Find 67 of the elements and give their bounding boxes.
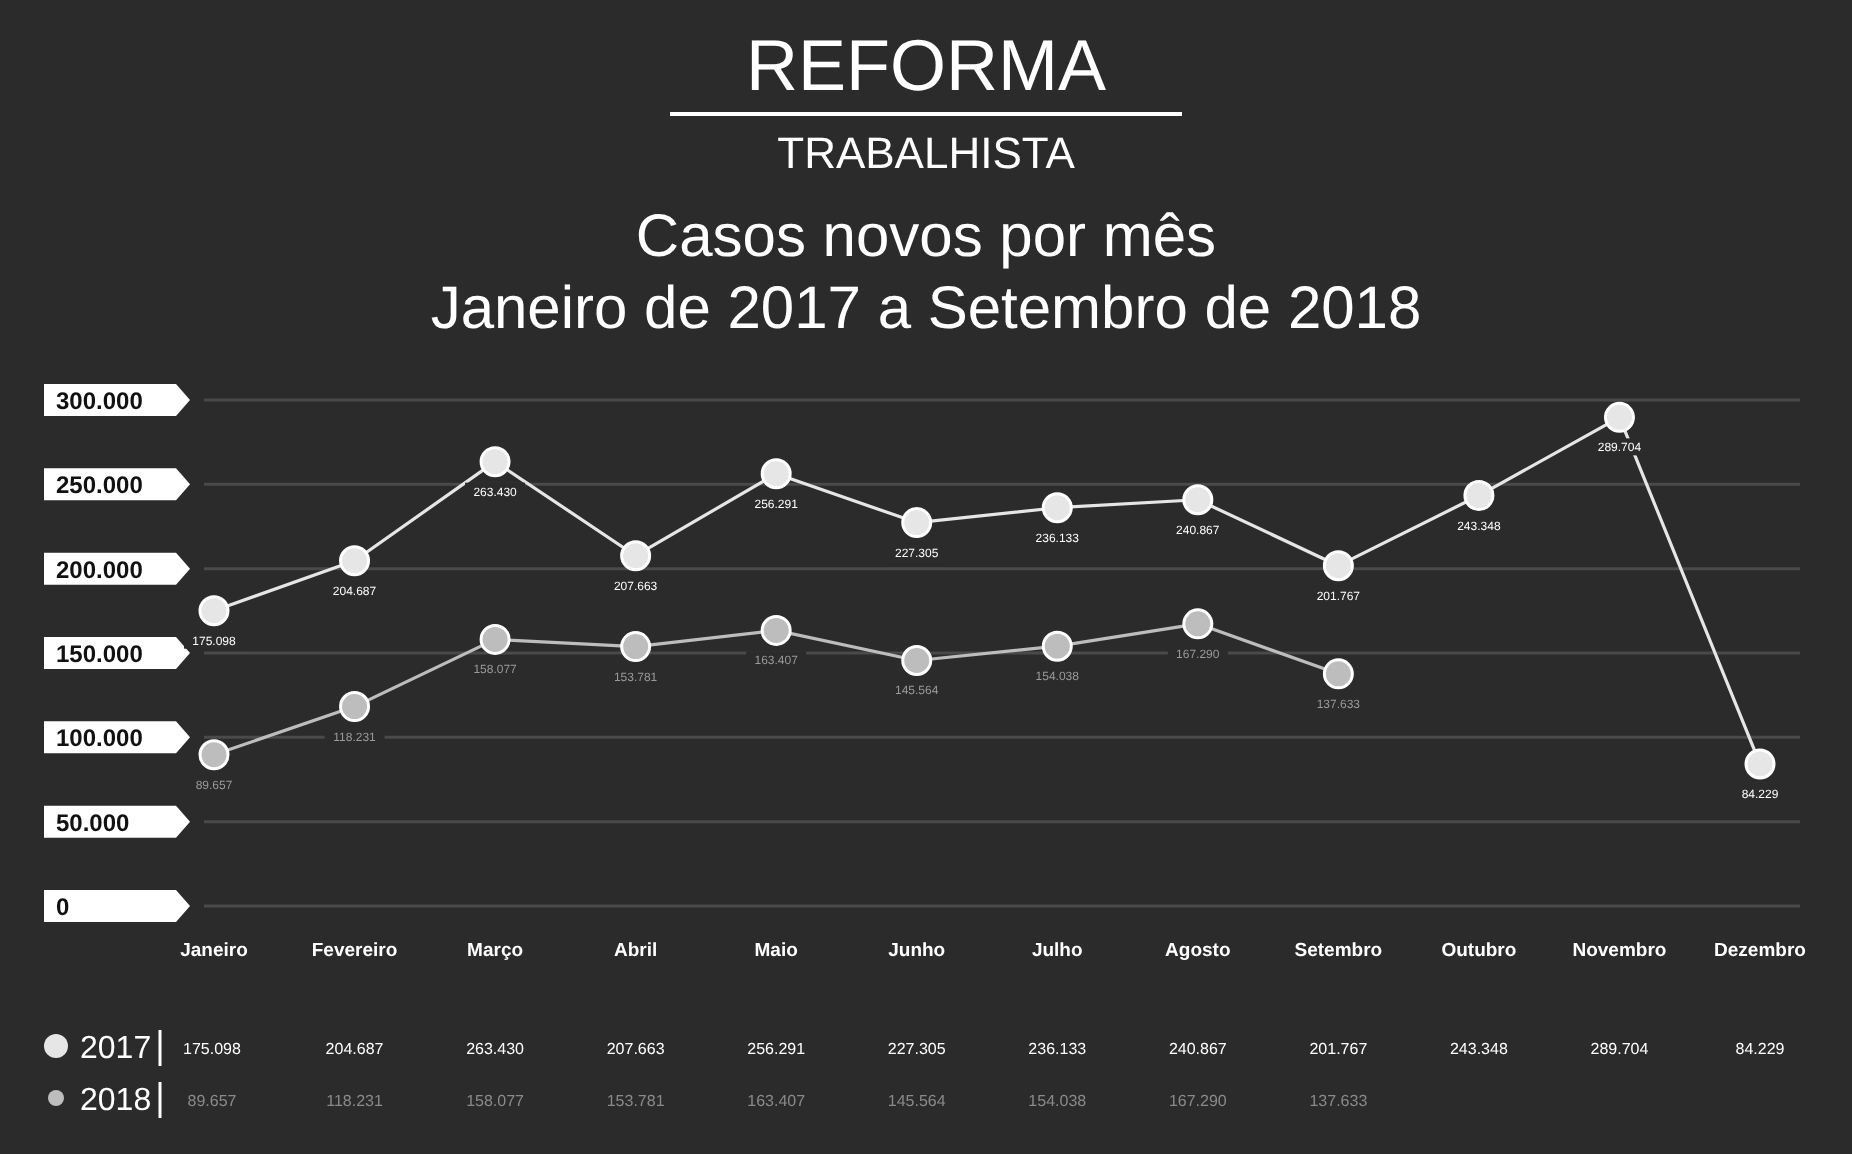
data-label: 201.767 (1309, 1040, 1369, 1058)
text: Casos novos por mês (635, 204, 1217, 270)
x-tick-label: Fevereiro (311, 940, 398, 962)
data-label: 154.038 (1028, 1092, 1088, 1110)
data-label: 84.229 (1735, 1040, 1786, 1058)
point (1463, 480, 1495, 512)
point (1744, 748, 1776, 780)
point (620, 540, 652, 572)
point (198, 595, 230, 627)
point (1182, 484, 1214, 516)
point (1322, 658, 1354, 690)
x-tick-label: Junho (888, 940, 946, 962)
data-label: 204.687 (325, 1040, 385, 1058)
x-tick-label: Outubro (1441, 940, 1517, 962)
y-tick-label: 300.000 (56, 387, 144, 415)
x-tick-label: Novembro (1572, 940, 1667, 962)
data-label: 145.564 (887, 1092, 947, 1110)
point (760, 614, 792, 646)
data-label: 240.867 (1168, 1040, 1228, 1058)
data-label: 167.290 (1168, 1092, 1228, 1110)
data-label: 158.077 (466, 1092, 526, 1110)
point (1041, 492, 1073, 524)
legend-label: 2017 (80, 1032, 152, 1066)
data-label: 153.781 (606, 1092, 666, 1110)
point (479, 623, 511, 655)
data-label: 118.231 (326, 1092, 384, 1110)
x-tick-label: Março (467, 940, 524, 962)
x-tick-label: Maio (754, 940, 799, 962)
x-tick-label: Agosto (1165, 940, 1231, 962)
data-label: 289.704 (1590, 1040, 1650, 1058)
data-label: 256.291 (747, 1040, 807, 1058)
y-tick-label: 250.000 (56, 471, 144, 500)
data-label: 89.657 (187, 1092, 238, 1110)
data-label: 137.633 (1309, 1092, 1369, 1110)
data-label: 236.133 (1028, 1040, 1088, 1058)
chart-subtitle: TRABALHISTA (777, 128, 1076, 178)
data-label: 263.430 (466, 1040, 526, 1058)
data-label: 207.663 (606, 1040, 666, 1058)
point (1041, 630, 1073, 662)
legend-label: 2018 (80, 1084, 152, 1118)
y-tick-label: 50.000 (56, 808, 131, 837)
point (620, 631, 652, 663)
text: Janeiro de 2017 a Setembro de 2018 (430, 276, 1422, 342)
point (479, 446, 511, 478)
x-tick-label: Julho (1031, 940, 1083, 962)
x-tick-label: Abril (614, 940, 658, 962)
point (1182, 608, 1214, 640)
point (339, 691, 371, 723)
y-tick-label: 150.000 (56, 640, 144, 668)
data-label: 175.098 (183, 1040, 243, 1058)
point (198, 739, 230, 771)
x-tick-label: Janeiro (180, 940, 249, 962)
point (901, 644, 933, 676)
point (1322, 550, 1354, 582)
point (901, 507, 933, 539)
x-tick-label: Dezembro (1714, 940, 1807, 962)
point (339, 545, 371, 577)
chart-title: REFORMA (746, 24, 1106, 106)
y-tick-label: 100.000 (56, 724, 144, 753)
y-tick-label: 200.000 (56, 555, 144, 584)
data-label: 227.305 (887, 1040, 947, 1058)
data-label: 163.407 (747, 1092, 807, 1110)
point (760, 458, 792, 490)
x-tick-label: Setembro (1294, 940, 1383, 962)
data-label: 243.348 (1449, 1040, 1509, 1058)
point (1603, 401, 1635, 433)
y-tick-label: 0 (56, 893, 70, 921)
